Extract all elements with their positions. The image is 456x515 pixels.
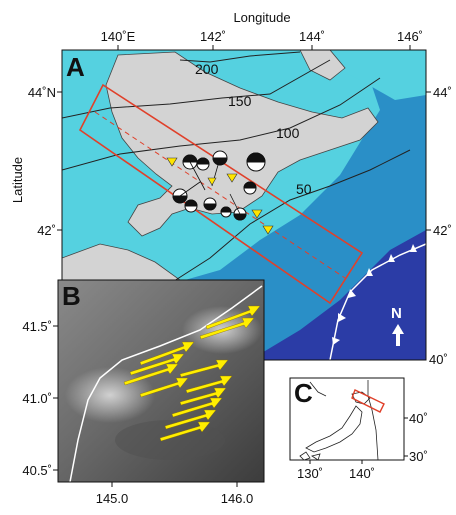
vector-8 [185, 375, 233, 394]
panel-a-tick-marks [57, 45, 431, 231]
lat-tick-42-left: 42˚ [37, 223, 56, 238]
continent-coast-outline [309, 381, 327, 397]
vector-11 [164, 409, 217, 430]
panel-b-lat-tick-41-5: 41.5˚ [22, 319, 52, 334]
lon-tick-140: 140˚E [101, 29, 136, 44]
contour-label-200: 200 [195, 61, 219, 77]
lat-tick-42-right: 42˚ [433, 223, 452, 238]
contour-200 [179, 51, 301, 63]
contour-label-100: 100 [276, 125, 300, 141]
vector-9 [179, 387, 227, 406]
vector-1 [205, 305, 261, 330]
lat-tick-44-left: 44˚N [28, 85, 56, 100]
focal-mechanisms [172, 150, 266, 221]
longitude-axis-title: Longitude [233, 10, 290, 25]
beachball-4 [246, 152, 266, 172]
panel-c-inset: C 130˚ 140˚ 40˚ 30˚ [289, 377, 428, 481]
station-markers [166, 157, 274, 235]
beachball-7 [203, 197, 217, 211]
vector-3 [139, 341, 195, 366]
panel-a-label: A [66, 52, 85, 82]
contour-100 [62, 77, 381, 171]
pacific-trench-outline [367, 380, 379, 461]
panel-b-inset: B 41.5˚ 41.0˚ 40.5˚ 145.0 146.0 [22, 279, 265, 506]
lon-tick-146: 146˚ [397, 29, 423, 44]
panel-c-study-box [351, 389, 385, 413]
panel-b-lat-tick-40-5: 40.5˚ [22, 463, 52, 478]
vector-10 [171, 397, 223, 418]
beachball-8 [220, 206, 232, 218]
beachball-6 [184, 199, 198, 213]
panel-c-lon-tick-130: 130˚ [297, 466, 323, 481]
vector-12 [159, 421, 211, 442]
panel-b-lat-tick-41-0: 41.0˚ [22, 391, 52, 406]
trench-line [329, 243, 426, 360]
panel-b-label: B [62, 281, 81, 311]
displacement-vectors [123, 305, 261, 442]
vector-2 [199, 317, 255, 340]
contour-label-50: 50 [296, 181, 312, 197]
panel-c-lat-tick-40: 40˚ [409, 411, 428, 426]
panel-b-frame [57, 279, 265, 483]
lat-tick-40-right: 40˚ [429, 352, 448, 367]
panel-c-tick-marks [309, 417, 408, 464]
panel-c-label: C [294, 378, 313, 408]
contour-50 [159, 149, 411, 291]
lat-tick-44-right: 44˚ [433, 85, 452, 100]
beachball-2 [196, 157, 210, 171]
beachball-5 [172, 188, 188, 204]
trench-teeth [332, 244, 417, 345]
lon-tick-142: 142˚ [200, 29, 226, 44]
north-arrow [392, 324, 404, 346]
panel-c-lat-tick-30: 30˚ [409, 449, 428, 464]
panel-b-lon-tick-146: 146.0 [221, 491, 254, 506]
panel-b-lon-tick-145: 145.0 [96, 491, 129, 506]
latitude-axis-title: Latitude [10, 157, 25, 203]
panel-b-tick-marks [53, 325, 238, 487]
study-region-box [78, 83, 364, 305]
northeast-peninsula [299, 50, 346, 81]
contour-label-150: 150 [228, 93, 252, 109]
contour-150 [62, 59, 331, 119]
north-label: N [391, 305, 402, 322]
vector-4 [129, 353, 185, 376]
beachball-10 [243, 181, 257, 195]
vector-5 [123, 363, 179, 386]
panel-b-trench-line [69, 285, 263, 482]
panel-b-trough [115, 420, 225, 460]
vector-7 [139, 377, 189, 398]
panel-c-lon-tick-140: 140˚ [349, 466, 375, 481]
vector-6 [179, 359, 229, 378]
lon-tick-144: 144˚ [299, 29, 325, 44]
